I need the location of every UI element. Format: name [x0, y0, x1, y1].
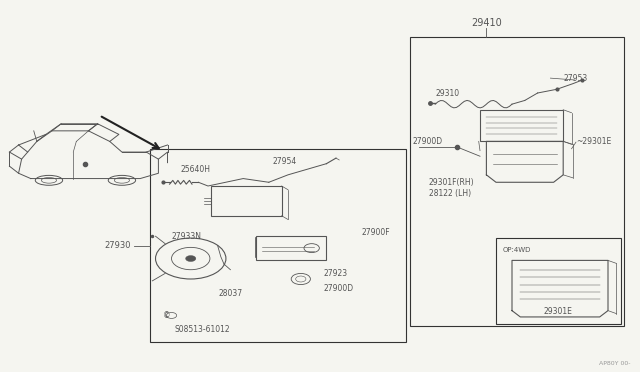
Text: 29301E: 29301E: [544, 307, 573, 316]
Text: S08513-61012: S08513-61012: [174, 325, 230, 334]
Bar: [211, 186, 282, 216]
Text: 27954: 27954: [273, 157, 297, 166]
Text: 25640H: 25640H: [180, 165, 210, 174]
Text: 27953: 27953: [563, 74, 588, 83]
Text: 28122 (LH): 28122 (LH): [429, 189, 471, 198]
Text: 27930: 27930: [105, 241, 131, 250]
Bar: [480, 110, 563, 141]
Text: 27900D: 27900D: [323, 284, 353, 293]
Text: ©: ©: [163, 311, 170, 320]
Text: 28037: 28037: [218, 289, 243, 298]
Text: 29410: 29410: [471, 18, 502, 28]
Circle shape: [186, 256, 196, 262]
Bar: [150, 149, 406, 342]
Text: AP80Y 00-: AP80Y 00-: [599, 362, 630, 366]
Text: 27933N: 27933N: [172, 232, 202, 241]
Bar: [496, 238, 621, 324]
Bar: [410, 37, 624, 326]
Text: 29301F(RH): 29301F(RH): [429, 178, 474, 187]
Text: OP:4WD: OP:4WD: [502, 247, 531, 253]
Text: 27923: 27923: [323, 269, 348, 278]
Text: ~29301E: ~29301E: [576, 137, 611, 146]
Bar: [256, 236, 326, 260]
Text: 27900D: 27900D: [413, 137, 443, 146]
Text: 27900F: 27900F: [362, 228, 390, 237]
Text: 29310: 29310: [435, 89, 460, 97]
